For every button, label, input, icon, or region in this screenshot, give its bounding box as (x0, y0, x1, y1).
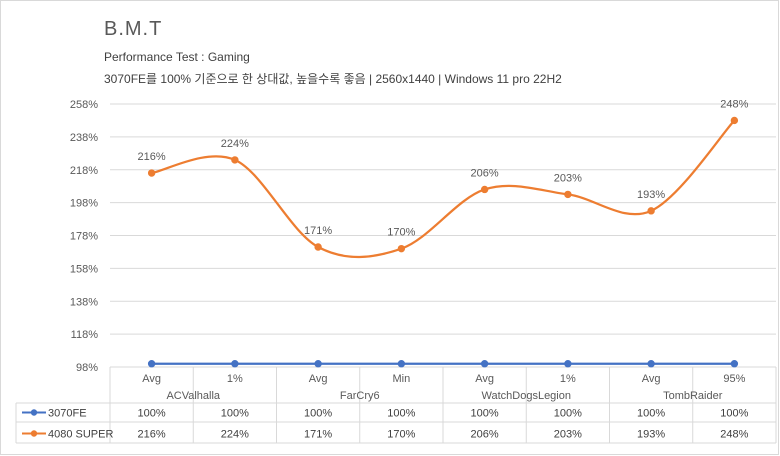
table-cell: 100% (720, 408, 748, 420)
data-point (730, 360, 739, 368)
data-point (480, 185, 489, 194)
data-point (397, 360, 406, 368)
table-cell: 100% (304, 408, 332, 420)
legend-marker (30, 409, 38, 416)
data-point (564, 190, 572, 199)
data-point (730, 116, 739, 125)
table-cell: 248% (720, 429, 748, 441)
table-cell: 100% (637, 408, 665, 420)
y-tick-label: 178% (70, 231, 98, 243)
data-point (231, 156, 239, 164)
data-label: 206% (471, 167, 499, 179)
data-point (231, 360, 239, 368)
data-point (564, 360, 572, 368)
x-group-label: TombRaider (663, 390, 723, 402)
legend-marker (30, 430, 38, 437)
y-tick-label: 218% (70, 165, 98, 177)
table-cell: 193% (637, 429, 665, 441)
table-cell: 216% (138, 429, 166, 441)
data-label: 170% (387, 227, 415, 239)
data-point (647, 360, 655, 368)
legend-label: 4080 SUPER (48, 429, 113, 441)
data-label: 171% (304, 225, 332, 237)
y-tick-label: 118% (71, 329, 99, 341)
chart-subtitle-detail: 3070FE를 100% 기준으로 한 상대값, 높을수록 좋음 | 2560x… (104, 72, 562, 86)
table-cell: 203% (554, 429, 582, 441)
chart-title: B.M.T (104, 18, 163, 40)
x-group-label: ACValhalla (166, 390, 220, 402)
x-tick-label: 95% (723, 373, 745, 385)
data-point (647, 207, 655, 215)
x-group-label: FarCry6 (340, 390, 380, 402)
data-label: 248% (720, 98, 748, 110)
y-tick-label: 98% (76, 362, 98, 374)
table-cell: 224% (221, 429, 249, 441)
x-tick-label: 1% (227, 373, 243, 385)
data-label: 216% (138, 151, 166, 163)
table-cell: 100% (221, 408, 249, 420)
chart-subtitle: Performance Test : Gaming (104, 50, 250, 64)
x-tick-label: Avg (475, 373, 494, 385)
x-tick-label: 1% (560, 373, 576, 385)
data-label: 224% (221, 138, 249, 150)
x-tick-label: Avg (142, 373, 161, 385)
x-tick-label: Avg (309, 373, 328, 385)
y-tick-label: 258% (70, 99, 98, 111)
data-label: 203% (554, 172, 582, 184)
table-cell: 171% (304, 429, 332, 441)
table-cell: 100% (138, 408, 166, 420)
x-tick-label: Avg (642, 373, 661, 385)
y-tick-label: 238% (70, 132, 98, 144)
table-cell: 206% (471, 429, 499, 441)
y-tick-label: 158% (70, 263, 98, 275)
table-cell: 100% (387, 408, 415, 420)
table-cell: 100% (471, 408, 499, 420)
table-cell: 170% (387, 429, 415, 441)
data-point (314, 360, 322, 368)
x-tick-label: Min (393, 373, 411, 385)
table-cell: 100% (554, 408, 582, 420)
data-point (480, 360, 489, 368)
data-point (147, 169, 156, 177)
x-group-label: WatchDogsLegion (482, 390, 571, 402)
data-point (397, 244, 406, 253)
data-point (147, 360, 156, 368)
data-label: 193% (637, 189, 665, 201)
y-tick-label: 198% (70, 198, 98, 210)
data-point (314, 243, 322, 251)
y-tick-label: 138% (70, 296, 98, 308)
legend-label: 3070FE (48, 408, 87, 420)
